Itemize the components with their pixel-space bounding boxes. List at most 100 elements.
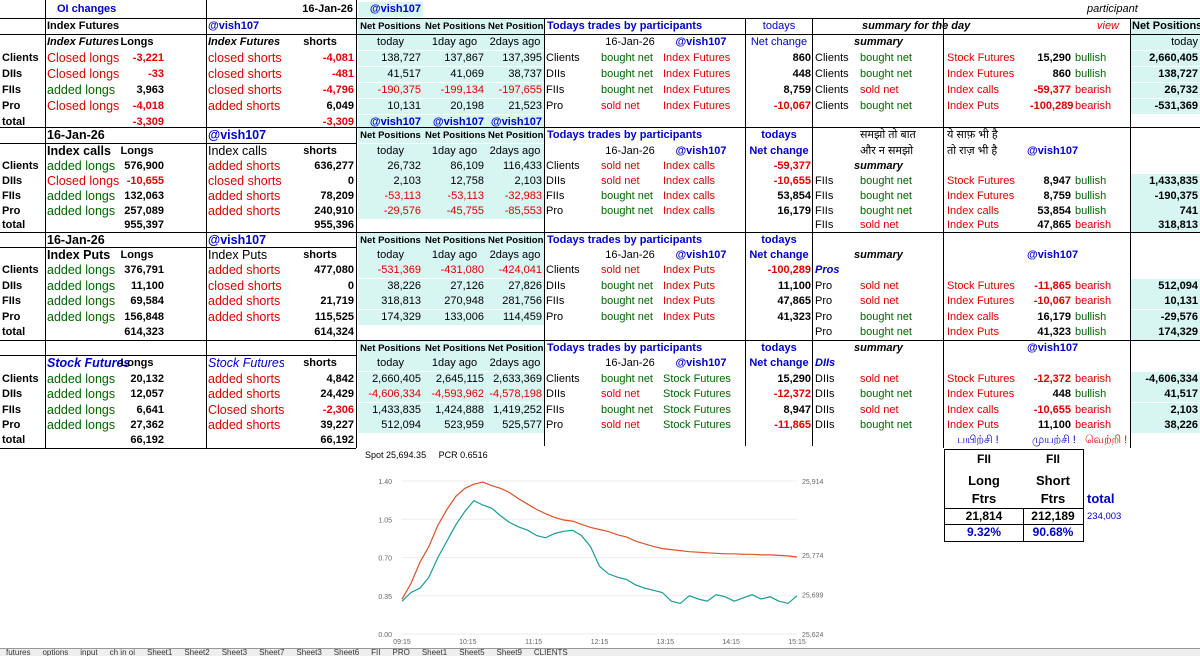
cell-i4[interactable]: 137,395 [486,51,544,66]
cell-k24[interactable]: 16-Jan-26 [605,357,655,369]
cell-e2[interactable]: @vish107 [208,20,260,32]
cell-m23[interactable]: summary [854,342,903,354]
cell-e24[interactable]: Stock Futures [208,356,284,370]
cell-a25[interactable]: Clients [2,373,39,385]
cell-i5[interactable]: 38,737 [486,67,544,82]
cell-a29[interactable]: total [2,434,26,446]
cell-b17[interactable]: Index Puts [47,248,111,262]
cell-k25b[interactable]: Stock Futures [663,373,731,385]
sheet-tab[interactable]: Sheet6 [333,648,360,656]
cell-g18[interactable]: -531,369 [358,263,423,278]
cell-k27[interactable]: bought net [601,404,653,416]
cell-a5[interactable]: DIIs [2,68,23,80]
cell-h2[interactable]: Net Positions [423,19,486,34]
cell-k27b[interactable]: Stock Futures [663,404,731,416]
cell-b12[interactable]: Closed longs [47,174,120,188]
cell-i16[interactable]: Net Positions [486,233,544,248]
cell-g11[interactable]: 26,732 [358,159,423,174]
cell-l2[interactable]: todays [762,20,796,32]
cell-e4[interactable]: closed shorts [208,51,282,65]
cell-k5b[interactable]: Index Futures [663,68,731,80]
cell-j14[interactable]: Pro [546,205,564,217]
cell-m22[interactable]: bought net [860,326,912,338]
cell-c11[interactable]: 576,900 [124,160,164,172]
cell-c4[interactable]: -3,221 [132,52,164,64]
cell-c14[interactable]: 257,089 [124,205,164,217]
cell-i12[interactable]: 2,103 [486,174,544,189]
cell-g7[interactable]: 10,131 [358,99,423,114]
cell-c21[interactable]: 156,848 [124,311,164,323]
cell-j18[interactable]: Clients [546,264,580,276]
cell-o20b[interactable]: -10,067 [1033,295,1071,307]
cell-k6[interactable]: bought net [601,84,653,96]
cell-l3a[interactable]: @vish107 [675,36,727,48]
cell-j13[interactable]: FIIs [546,190,565,202]
cell-m15[interactable]: sold net [860,219,899,231]
cell-g21[interactable]: 174,329 [358,310,423,325]
cell-g17[interactable]: today [358,248,423,263]
cell-m7[interactable]: Clients [815,100,849,112]
cell-k18b[interactable]: Index Puts [663,264,715,276]
cell-o14b[interactable]: 53,854 [1037,205,1071,217]
cell-m21a[interactable]: Pro [815,311,833,323]
cell-l9[interactable]: todays [761,129,797,141]
sheet-tab[interactable]: ch in oi [109,648,135,656]
cell-r5[interactable]: 138,727 [1130,67,1200,82]
cell-l18[interactable]: -100,289 [767,264,811,276]
cell-m14a[interactable]: FIIs [815,205,834,217]
cell-r2[interactable]: Net Positions [1130,19,1200,34]
cell-l14[interactable]: 16,179 [777,205,811,217]
cell-l7[interactable]: -10,067 [773,100,811,112]
cell-j23[interactable]: Todays trades by participants [547,342,703,354]
cell-o21[interactable]: Index calls [947,311,999,323]
cell-h18[interactable]: -431,080 [423,263,486,278]
cell-o19b[interactable]: -11,865 [1034,280,1071,292]
cell-r19[interactable]: 512,094 [1130,279,1200,294]
cell-i6[interactable]: -197,655 [486,83,544,98]
cell-g2[interactable]: Net Positions [358,19,423,34]
cell-g13[interactable]: -53,113 [358,189,423,204]
cell-j11[interactable]: Clients [546,160,580,172]
cell-m7b[interactable]: bought net [860,100,912,112]
cell-j16[interactable]: Todays trades by participants [547,234,703,246]
cell-k10[interactable]: 16-Jan-26 [605,145,655,157]
cell-a28[interactable]: Pro [2,419,21,431]
cell-q25[interactable]: bearish [1075,373,1112,385]
cell-g4[interactable]: 138,727 [358,51,423,66]
sheet-tab[interactable]: PRO [392,648,410,656]
cell-o6[interactable]: Index calls [947,84,999,96]
cell-c24[interactable]: Longs [120,357,154,369]
cell-l12[interactable]: -10,655 [773,175,811,187]
cell-o19[interactable]: Stock Futures [947,280,1015,292]
cell-q28[interactable]: bearish [1075,419,1112,431]
cell-a22[interactable]: total [2,326,26,338]
cell-c10[interactable]: Longs [120,145,154,157]
cell-m17[interactable]: summary [854,249,903,261]
cell-b2[interactable]: Index Futures [47,20,120,32]
cell-l23[interactable]: todays [761,342,797,354]
cell-m27a[interactable]: DIIs [815,404,835,416]
cell-l4[interactable]: 860 [792,52,811,64]
cell-e17[interactable]: Index Puts [208,248,268,262]
fii-short-pct[interactable]: 90.68% [1032,525,1074,539]
cell-e10[interactable]: Index calls [208,144,268,158]
cell-l11[interactable]: -59,377 [773,160,811,172]
cell-j25[interactable]: Clients [546,373,580,385]
cell-j9[interactable]: Todays trades by participants [547,129,703,141]
cell-e7[interactable]: added shorts [208,99,281,113]
cell-a18[interactable]: Clients [2,264,39,276]
cell-m20[interactable]: sold net [860,295,899,307]
cell-h3[interactable]: 1day ago [423,35,486,50]
cell-i23[interactable]: Net Positions [486,341,544,356]
cell-e19[interactable]: closed shorts [208,279,282,293]
cell-g5[interactable]: 41,517 [358,67,423,82]
cell-f10[interactable]: shorts [303,145,337,157]
cell-m10[interactable]: और न समझो [860,145,914,157]
cell-g9[interactable]: Net Positions [358,128,423,143]
cell-l6[interactable]: 8,759 [783,84,811,96]
cell-p10[interactable]: @vish107 [1027,145,1079,157]
cell-l27[interactable]: 8,947 [783,404,811,416]
cell-b19[interactable]: added longs [47,279,116,293]
cell-b6[interactable]: added longs [47,83,116,97]
cell-k13b[interactable]: Index calls [663,190,715,202]
